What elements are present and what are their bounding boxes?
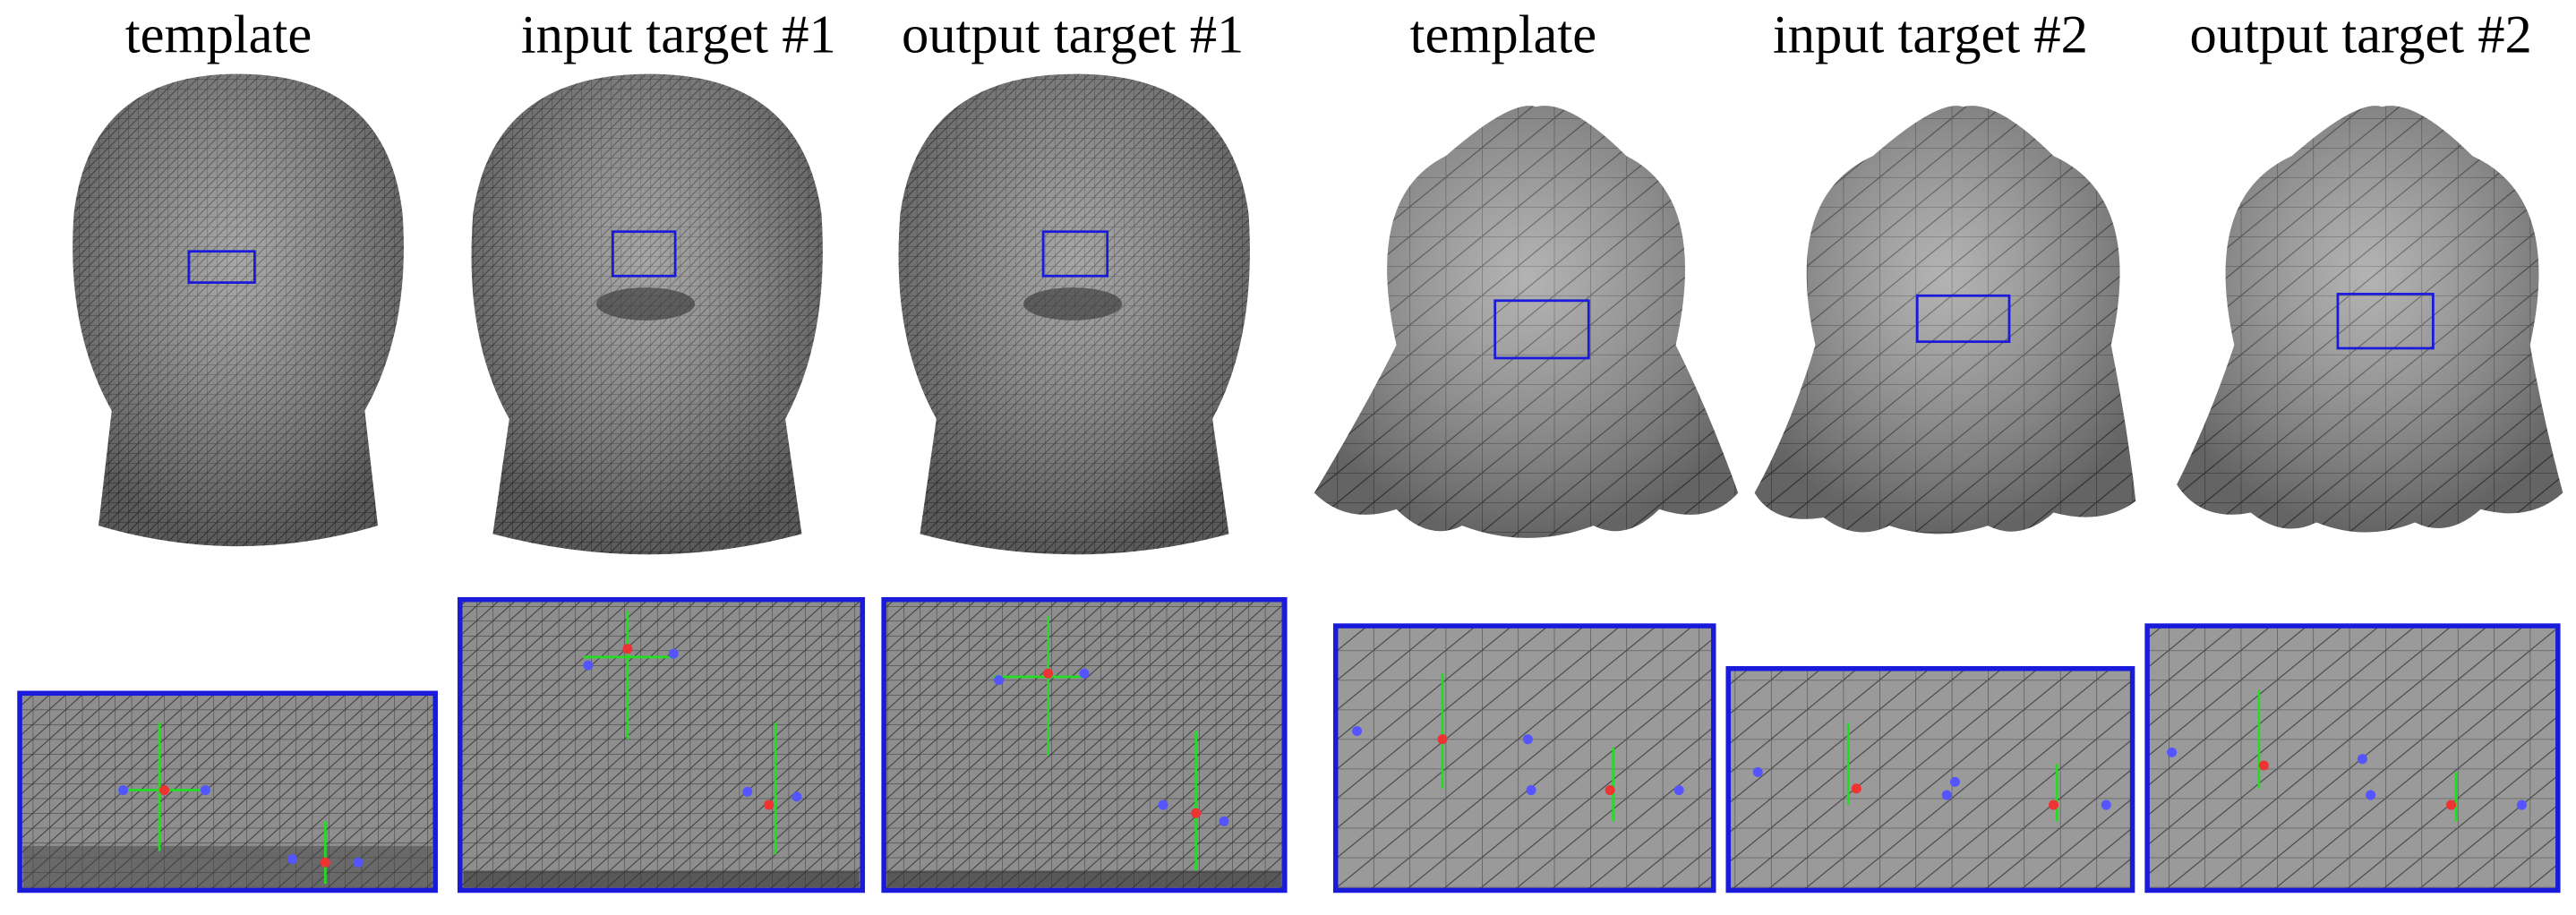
head-bottom [2177,106,2563,533]
panel-title: template [1410,5,1596,65]
zoom-box [457,596,866,894]
head-front [73,73,404,547]
head-bottom [1314,106,1739,538]
panel-title: input target #2 [1773,5,2088,65]
head-front [471,73,823,555]
panel-title: input target #1 [521,5,836,65]
panel-title: template [125,5,312,65]
head-bottom [1754,106,2136,534]
panel-title: output target #2 [2190,5,2532,65]
panel-title: output target #1 [902,5,1244,65]
zoom-box [17,690,438,894]
zoom-box [1332,623,1716,894]
zoom-box [2144,623,2561,894]
zoom-box [881,596,1288,894]
zoom-box [1725,666,2135,894]
head-front [898,73,1250,555]
